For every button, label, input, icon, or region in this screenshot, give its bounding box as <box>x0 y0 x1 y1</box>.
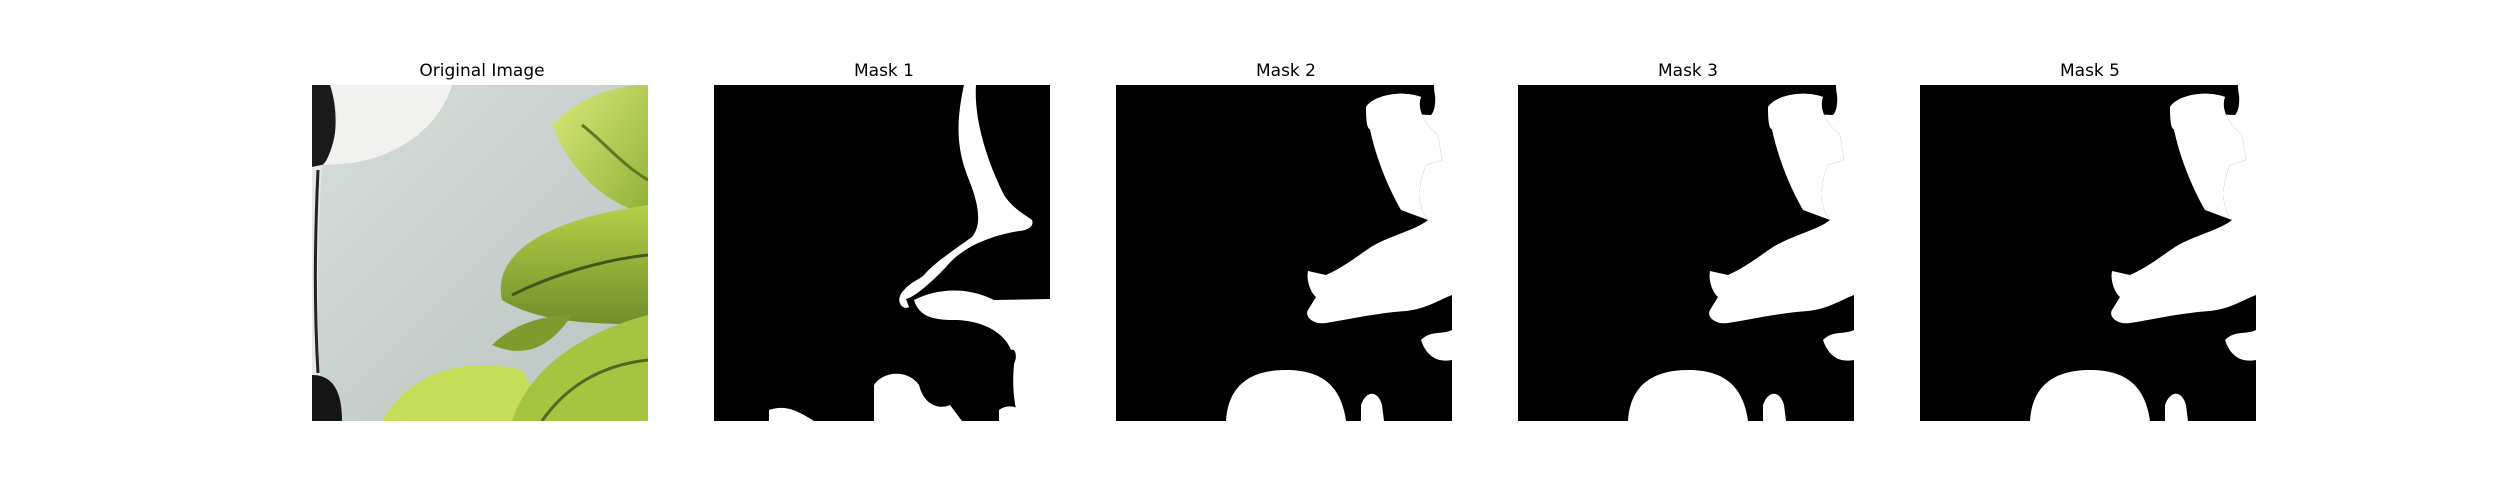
panel-original-image: Original Image <box>312 58 652 421</box>
mask-5-image <box>1920 85 2256 421</box>
panel-mask-2: Mask 2 <box>1116 58 1456 421</box>
mask-1-image <box>714 85 1050 421</box>
panel-title: Mask 2 <box>1255 61 1316 81</box>
panel-title: Mask 1 <box>853 61 914 81</box>
panel-title: Original Image <box>419 61 545 81</box>
panel-mask-5: Mask 5 <box>1920 58 2260 421</box>
panel-title: Mask 5 <box>2059 61 2120 81</box>
panel-mask-1: Mask 1 <box>714 58 1054 421</box>
panel-mask-3: Mask 3 <box>1518 58 1858 421</box>
mask-2-image <box>1116 85 1452 421</box>
panel-title: Mask 3 <box>1657 61 1718 81</box>
mask-3-image <box>1518 85 1854 421</box>
original-image <box>312 85 648 421</box>
